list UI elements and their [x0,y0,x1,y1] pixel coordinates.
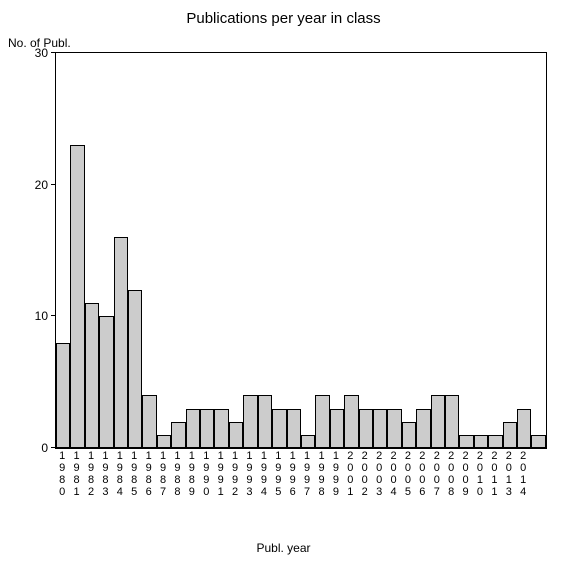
x-tick-label: 2006 [415,450,429,498]
x-tick-label: 1991 [213,450,227,498]
bar [402,422,416,448]
bar [157,435,171,448]
x-tick-label: 2009 [458,450,472,498]
x-tick-label: 1985 [127,450,141,498]
bar [114,237,128,448]
x-tick-label: 1987 [156,450,170,498]
bar [315,395,329,448]
x-tick-labels: 1980198119821983198419851986198719881989… [55,450,545,498]
bar [56,343,70,448]
bar [359,409,373,449]
x-tick-label: 2005 [401,450,415,498]
bar [70,145,84,448]
x-tick-label: 2007 [430,450,444,498]
bar [142,395,156,448]
y-tick-mark [51,315,56,316]
y-tick-label: 10 [35,309,56,323]
bar [459,435,473,448]
x-tick-label: 1990 [199,450,213,498]
x-tick-label: 1981 [69,450,83,498]
bar [344,395,358,448]
x-tick-label: 2004 [386,450,400,498]
y-tick-label: 20 [35,178,56,192]
x-tick-label: 1988 [170,450,184,498]
y-tick-label: 0 [41,441,56,455]
x-tick-label: 1995 [271,450,285,498]
bar [186,409,200,449]
x-tick-label: 1992 [228,450,242,498]
x-tick-label: 2008 [444,450,458,498]
x-tick-label: 1999 [329,450,343,498]
bar [531,435,545,448]
bar [416,409,430,449]
y-tick-label: 30 [35,46,56,60]
bar [272,409,286,449]
x-tick-label: 1989 [185,450,199,498]
bar [99,316,113,448]
x-tick-label: 2013 [502,450,516,498]
x-axis-label: Publ. year [0,541,567,555]
x-tick-label: 1986 [141,450,155,498]
chart-container: Publications per year in class No. of Pu… [0,0,567,567]
bar [373,409,387,449]
y-tick-mark [51,52,56,53]
x-tick-label: 1980 [55,450,69,498]
x-tick-label: 2014 [516,450,530,498]
x-tick-label: 1982 [84,450,98,498]
bar [503,422,517,448]
bar [517,409,531,449]
bar [214,409,228,449]
bars-group [56,53,546,448]
y-tick-mark [51,447,56,448]
x-tick-label: 2003 [372,450,386,498]
bar [474,435,488,448]
bar [488,435,502,448]
x-tick-label: 1983 [98,450,112,498]
x-tick-label: 1993 [242,450,256,498]
bar [445,395,459,448]
bar [387,409,401,449]
bar [243,395,257,448]
bar [258,395,272,448]
y-tick-mark [51,184,56,185]
x-tick-label: 2001 [343,450,357,498]
bar [128,290,142,448]
chart-title: Publications per year in class [0,10,567,27]
bar [171,422,185,448]
plot-area: 0102030 [55,52,547,449]
bar [287,409,301,449]
x-tick-label: 2002 [358,450,372,498]
bar [229,422,243,448]
x-tick-label: 1996 [286,450,300,498]
bar [200,409,214,449]
x-tick-label: 1994 [257,450,271,498]
bar [85,303,99,448]
x-tick-label: 2011 [487,450,501,498]
x-tick-label: 1998 [314,450,328,498]
bar [431,395,445,448]
x-tick-label: 1997 [300,450,314,498]
x-tick-label: 1984 [113,450,127,498]
x-tick-label [530,450,544,498]
bar [301,435,315,448]
bar [330,409,344,449]
x-tick-label: 2010 [473,450,487,498]
